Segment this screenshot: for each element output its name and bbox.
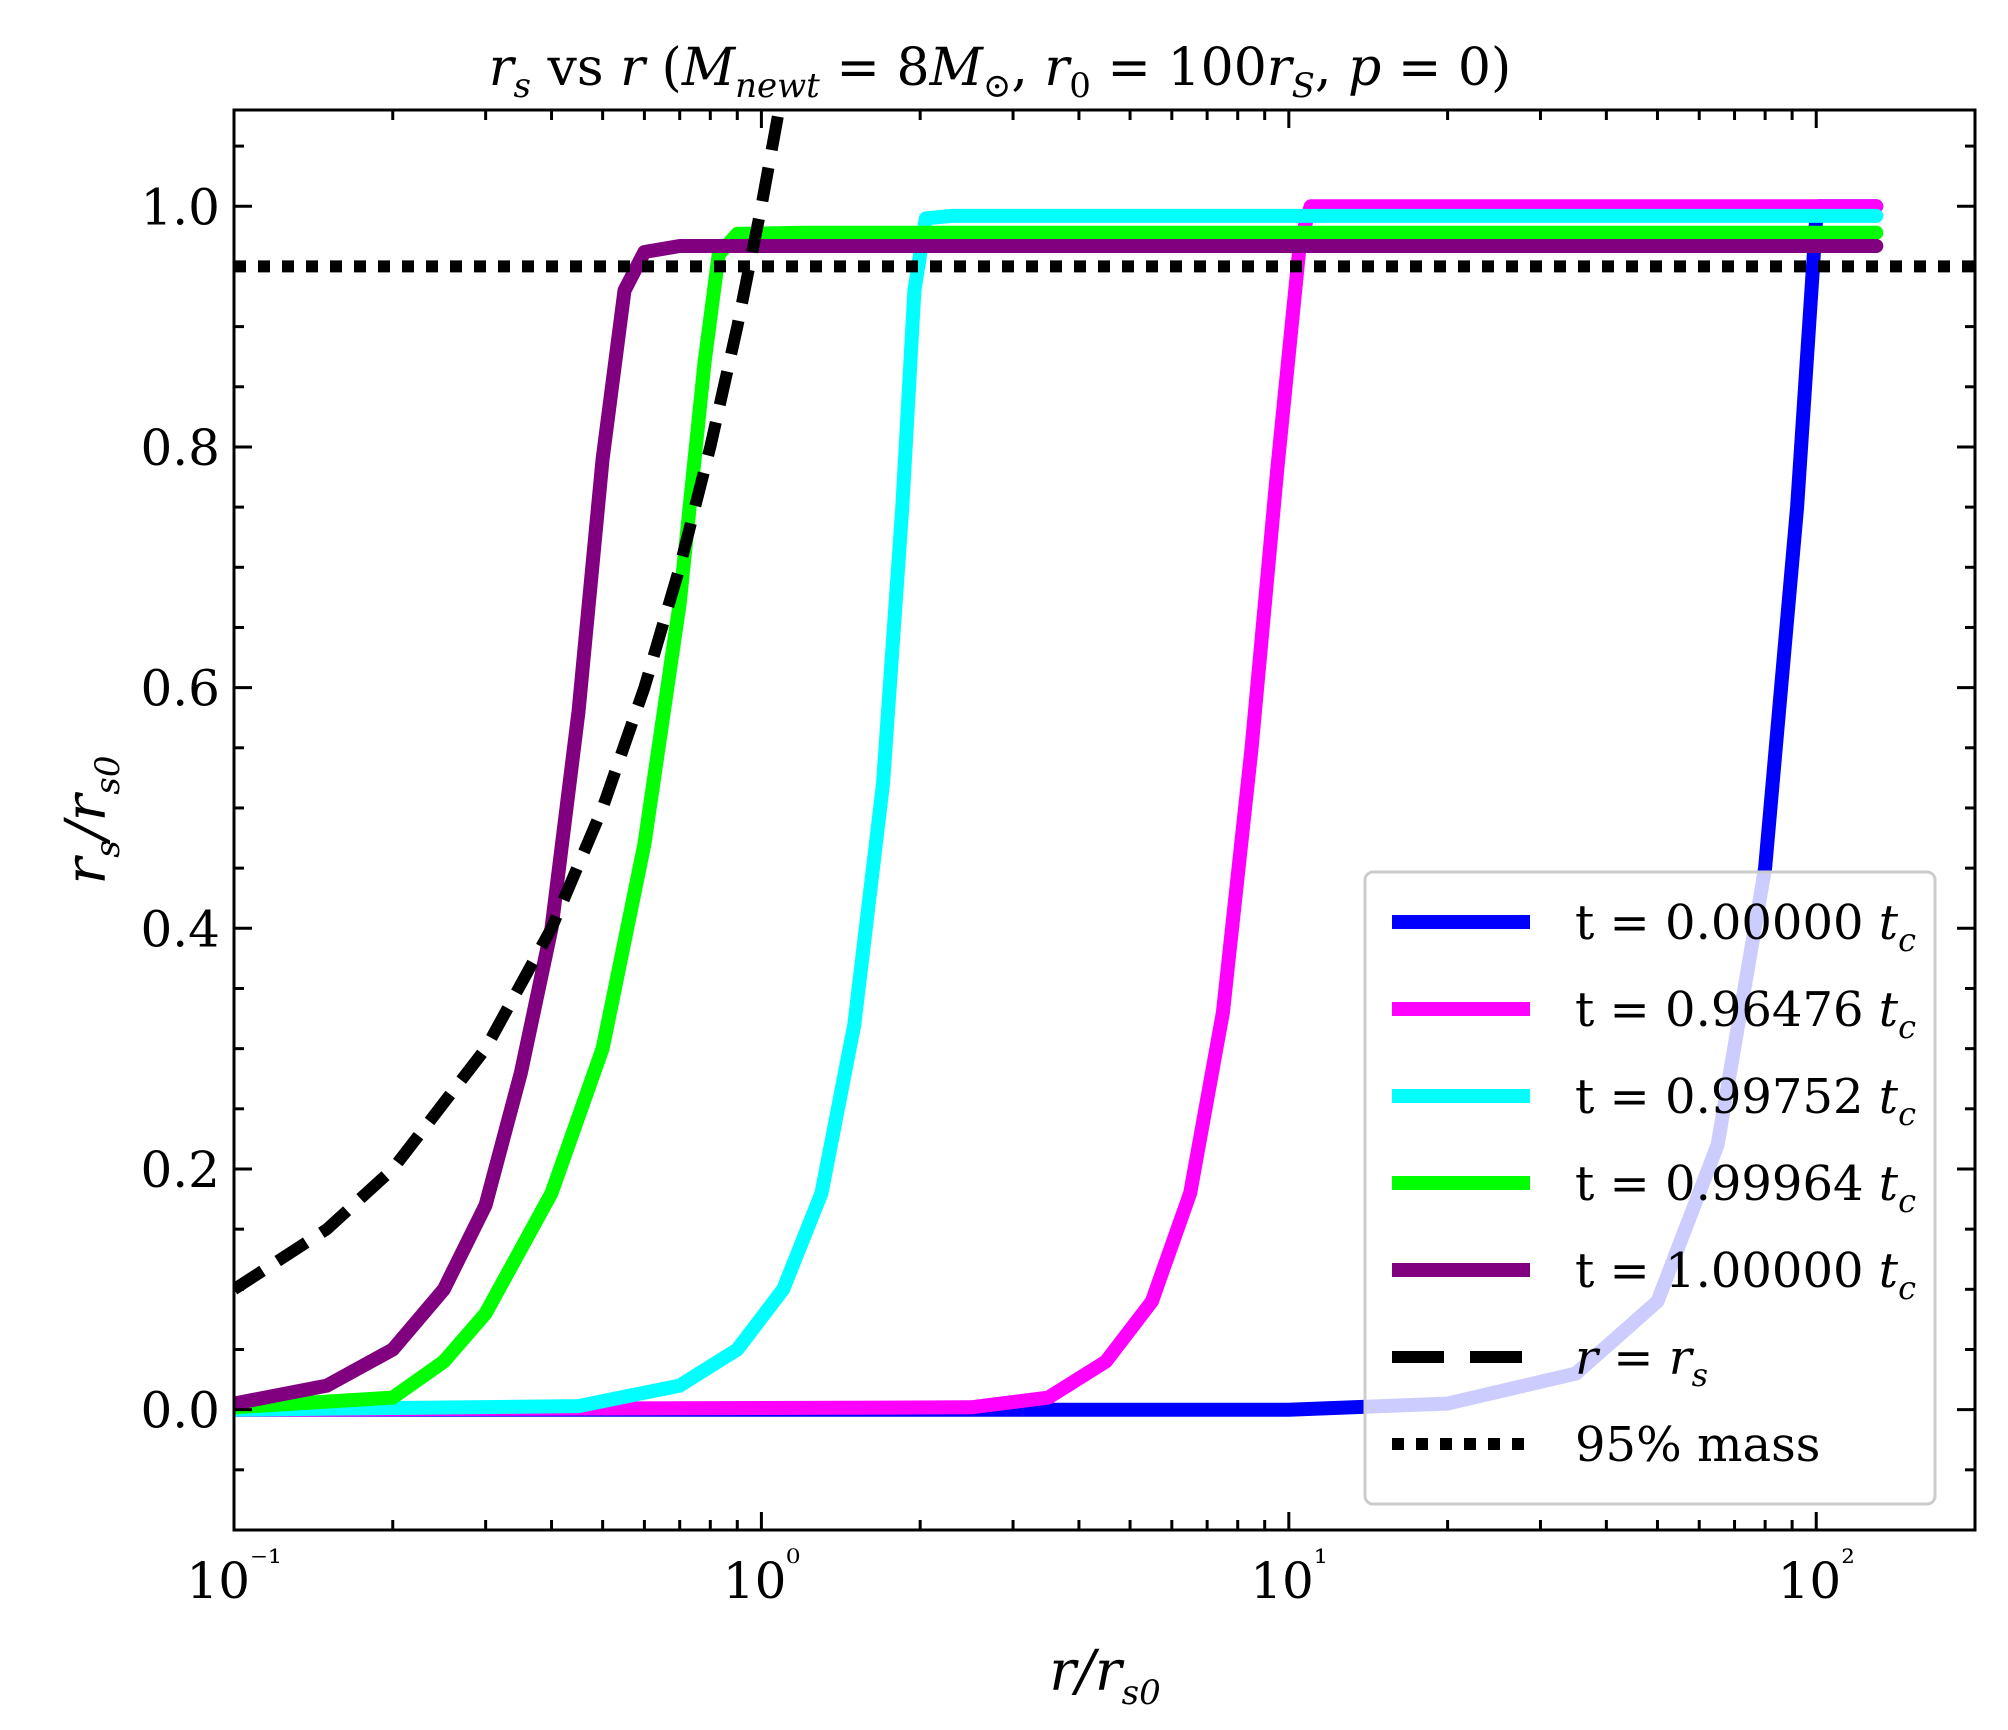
- legend-label-0: t = 0.00000 tc: [1575, 895, 1916, 959]
- y-tick-label: 0.0: [140, 1382, 220, 1440]
- ticks-layer: 10⁻¹ 10⁰ 10¹ 10² 0.0 0.2 0.4 0.6 0.8 1.0: [140, 110, 1977, 1610]
- legend-label-3: t = 0.99964 tc: [1575, 1156, 1916, 1220]
- x-tick-label: 10¹: [1250, 1543, 1327, 1610]
- legend-frame: [1363, 870, 1937, 1506]
- series-line-2: [234, 208, 1884, 1417]
- plot-frame: [232, 108, 1977, 1532]
- x-tick-label: 10⁰: [723, 1543, 800, 1610]
- series-line-3: [234, 225, 1884, 1415]
- legend-label-5: r = rs: [1575, 1330, 1708, 1394]
- y-tick-label: 0.8: [140, 419, 220, 477]
- series-layer: [234, 110, 1975, 1417]
- legend-items: t = 0.00000 tc t = 0.96476 tc t = 0.99752 …: [1392, 895, 1916, 1473]
- chart-title: rs vs r (Mnewt = 8M⊙, r0 = 100rS, p = 0): [489, 38, 1512, 106]
- x-axis-label: r/rs0: [1049, 1639, 1161, 1713]
- legend: t = 0.00000 tc t = 0.96476 tc t = 0.99752 …: [1363, 870, 1937, 1506]
- y-tick-label: 0.6: [140, 660, 220, 718]
- legend-label-1: t = 0.96476 tc: [1575, 982, 1916, 1046]
- y-tick-label: 0.2: [140, 1141, 220, 1199]
- y-tick-label: 0.4: [140, 900, 220, 958]
- legend-label-4: t = 1.00000 tc: [1575, 1243, 1916, 1307]
- y-axis-label: rs/rs0: [54, 756, 128, 885]
- legend-label-2: t = 0.99752 tc: [1575, 1069, 1916, 1133]
- series-line-5: [234, 110, 785, 1295]
- x-tick-label: 10⁻¹: [186, 1543, 281, 1610]
- legend-label-6: 95% mass: [1575, 1417, 1820, 1473]
- x-tick-label: 10²: [1778, 1543, 1855, 1610]
- y-tick-label: 1.0: [140, 178, 220, 236]
